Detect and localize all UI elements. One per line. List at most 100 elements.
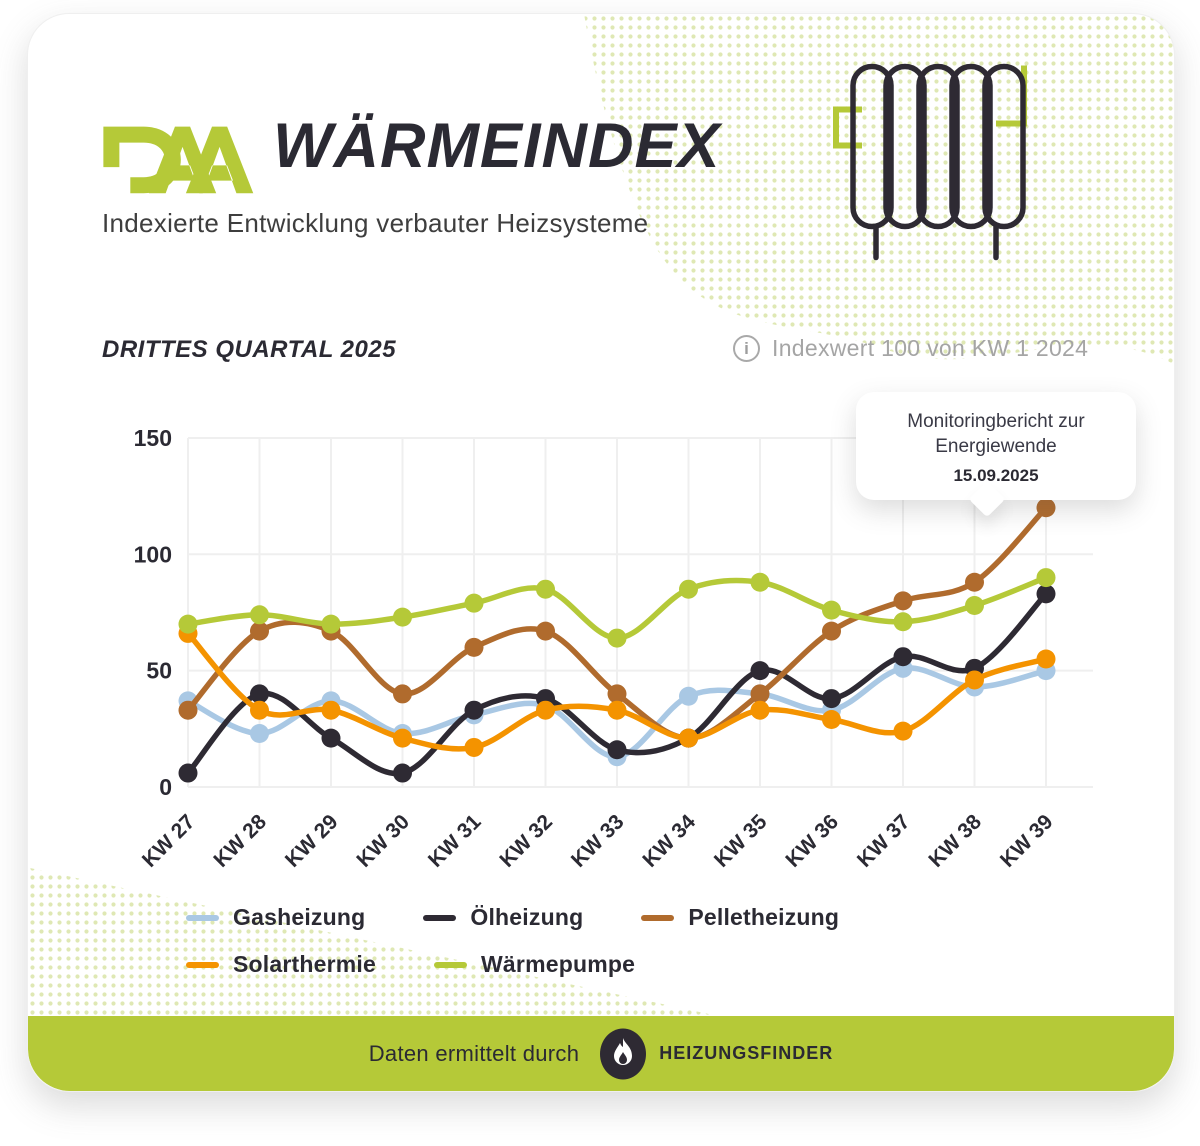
y-axis-tick-label: 50 bbox=[146, 658, 172, 684]
data-point-solarthermie bbox=[607, 700, 627, 720]
data-point-wrmepumpe bbox=[321, 614, 341, 634]
data-point-solarthermie bbox=[822, 710, 841, 730]
footer-bar: Daten ermittelt durch HEIZUNGSFINDER bbox=[28, 1016, 1174, 1091]
legend-item-lheizung[interactable]: Ölheizung bbox=[423, 904, 583, 931]
data-point-solarthermie bbox=[321, 700, 341, 720]
x-axis-tick-label: KW 31 bbox=[424, 810, 486, 872]
data-point-wrmepumpe bbox=[607, 628, 627, 648]
data-point-solarthermie bbox=[393, 728, 412, 748]
legend-item-wrmepumpe[interactable]: Wärmepumpe bbox=[434, 951, 635, 978]
y-axis-tick-label: 150 bbox=[134, 425, 172, 451]
data-point-lheizung bbox=[464, 700, 484, 720]
data-point-lheizung bbox=[178, 763, 198, 783]
x-axis-tick-label: KW 36 bbox=[781, 810, 843, 872]
data-point-wrmepumpe bbox=[178, 614, 198, 634]
legend-swatch-icon bbox=[434, 961, 468, 968]
data-point-wrmepumpe bbox=[250, 605, 269, 625]
data-point-lheizung bbox=[393, 763, 412, 783]
chart-tooltip: Monitoringbericht zur Energiewende 15.09… bbox=[856, 392, 1136, 518]
data-point-wrmepumpe bbox=[822, 600, 841, 620]
data-point-pelletheizung bbox=[178, 700, 198, 720]
data-point-wrmepumpe bbox=[965, 595, 984, 615]
legend-label: Gasheizung bbox=[233, 904, 366, 930]
data-point-lheizung bbox=[750, 661, 770, 681]
footer-text: Daten ermittelt durch bbox=[368, 1040, 580, 1066]
y-axis-tick-label: 0 bbox=[159, 774, 172, 800]
page-subtitle: Indexierte Entwicklung verbauter Heizsys… bbox=[102, 208, 649, 238]
data-point-pelletheizung bbox=[464, 637, 484, 657]
daa-logo bbox=[103, 126, 254, 194]
data-point-solarthermie bbox=[1036, 649, 1056, 669]
tooltip-date: 15.09.2025 bbox=[953, 466, 1039, 486]
legend-swatch-icon bbox=[186, 961, 219, 968]
data-point-solarthermie bbox=[250, 700, 269, 720]
data-point-gasheizung bbox=[250, 723, 269, 743]
data-point-lheizung bbox=[250, 684, 269, 704]
x-axis-tick-label: KW 35 bbox=[710, 810, 772, 872]
data-point-pelletheizung bbox=[893, 591, 913, 611]
radiator-icon bbox=[833, 63, 1027, 261]
index-note: i Indexwert 100 von KW 1 2024 bbox=[733, 335, 1088, 362]
index-note-text: Indexwert 100 von KW 1 2024 bbox=[772, 335, 1089, 361]
data-point-lheizung bbox=[822, 689, 841, 709]
infographic-card: WÄRMEINDEX Indexierte Entwicklung verbau… bbox=[27, 13, 1175, 1092]
data-point-pelletheizung bbox=[750, 684, 770, 704]
x-axis-tick-label: KW 29 bbox=[281, 810, 343, 872]
data-point-solarthermie bbox=[679, 728, 698, 748]
legend-swatch-icon bbox=[186, 914, 219, 921]
data-point-solarthermie bbox=[464, 737, 484, 757]
data-point-pelletheizung bbox=[1036, 498, 1056, 518]
data-point-solarthermie bbox=[750, 700, 770, 720]
data-point-wrmepumpe bbox=[464, 593, 484, 613]
x-axis-tick-label: KW 37 bbox=[853, 810, 915, 872]
data-point-wrmepumpe bbox=[679, 579, 698, 599]
data-point-pelletheizung bbox=[536, 621, 555, 641]
legend-item-solarthermie[interactable]: Solarthermie bbox=[186, 951, 376, 978]
brand-name: HEIZUNGSFINDER bbox=[659, 1043, 834, 1063]
legend-item-gasheizung[interactable]: Gasheizung bbox=[186, 904, 365, 931]
data-point-lheizung bbox=[1036, 584, 1056, 604]
data-point-wrmepumpe bbox=[393, 607, 412, 627]
data-point-wrmepumpe bbox=[536, 579, 555, 599]
legend-label: Ölheizung bbox=[470, 904, 584, 930]
tooltip-title-line2: Energiewende bbox=[935, 435, 1057, 457]
line-chart: 0 50 100 150 KW 27 KW 28 KW 29 KW 30 KW 31 KW 32 K… bbox=[88, 424, 1158, 894]
page-title: WÄRMEINDEX bbox=[273, 111, 721, 181]
x-axis-tick-label: KW 28 bbox=[209, 810, 271, 872]
data-point-pelletheizung bbox=[393, 684, 412, 704]
section-title: DRITTES QUARTAL 2025 bbox=[102, 336, 397, 363]
legend-label: Pelletheizung bbox=[688, 904, 840, 930]
data-point-pelletheizung bbox=[607, 684, 627, 704]
data-point-wrmepumpe bbox=[1036, 568, 1056, 588]
data-point-solarthermie bbox=[893, 721, 913, 741]
x-axis-tick-label: KW 27 bbox=[138, 810, 200, 872]
y-axis-tick-label: 100 bbox=[134, 541, 172, 567]
data-point-lheizung bbox=[893, 647, 913, 667]
x-axis-tick-label: KW 33 bbox=[567, 810, 629, 872]
info-icon[interactable]: i bbox=[733, 335, 760, 362]
data-point-solarthermie bbox=[965, 670, 984, 690]
data-point-wrmepumpe bbox=[750, 572, 770, 592]
data-point-pelletheizung bbox=[250, 621, 269, 641]
legend-label: Solarthermie bbox=[233, 951, 377, 977]
flame-icon bbox=[600, 1028, 647, 1079]
data-point-lheizung bbox=[321, 728, 341, 748]
legend-swatch-icon bbox=[641, 914, 675, 921]
tooltip-title-line1: Monitoringbericht zur bbox=[907, 411, 1085, 432]
legend-swatch-icon bbox=[423, 914, 457, 921]
x-axis-tick-label: KW 34 bbox=[638, 810, 700, 872]
data-point-lheizung bbox=[607, 740, 627, 760]
x-axis-tick-label: KW 39 bbox=[996, 810, 1058, 872]
legend-label: Wärmepumpe bbox=[481, 951, 636, 977]
chart-legend: Gasheizung Ölheizung Pelletheizung Solarthe… bbox=[186, 904, 1066, 978]
legend-item-pelletheizung[interactable]: Pelletheizung bbox=[641, 904, 839, 931]
data-point-solarthermie bbox=[536, 700, 555, 720]
data-point-wrmepumpe bbox=[893, 612, 913, 632]
x-axis-tick-label: KW 32 bbox=[495, 810, 557, 872]
data-point-pelletheizung bbox=[822, 621, 841, 641]
x-axis-tick-label: KW 30 bbox=[352, 810, 414, 872]
data-point-gasheizung bbox=[679, 686, 698, 706]
heizungsfinder-logo: HEIZUNGSFINDER bbox=[599, 1028, 833, 1080]
x-axis-tick-label: KW 38 bbox=[924, 810, 986, 872]
